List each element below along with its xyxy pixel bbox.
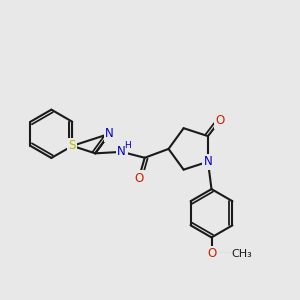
Text: O: O [207,247,216,260]
Text: N: N [204,155,212,168]
Text: H: H [124,141,131,150]
Text: N: N [117,146,126,158]
Text: N: N [105,127,114,140]
Text: O: O [134,172,143,185]
Text: CH₃: CH₃ [232,249,253,259]
Text: O: O [215,114,224,127]
Text: S: S [69,140,76,152]
